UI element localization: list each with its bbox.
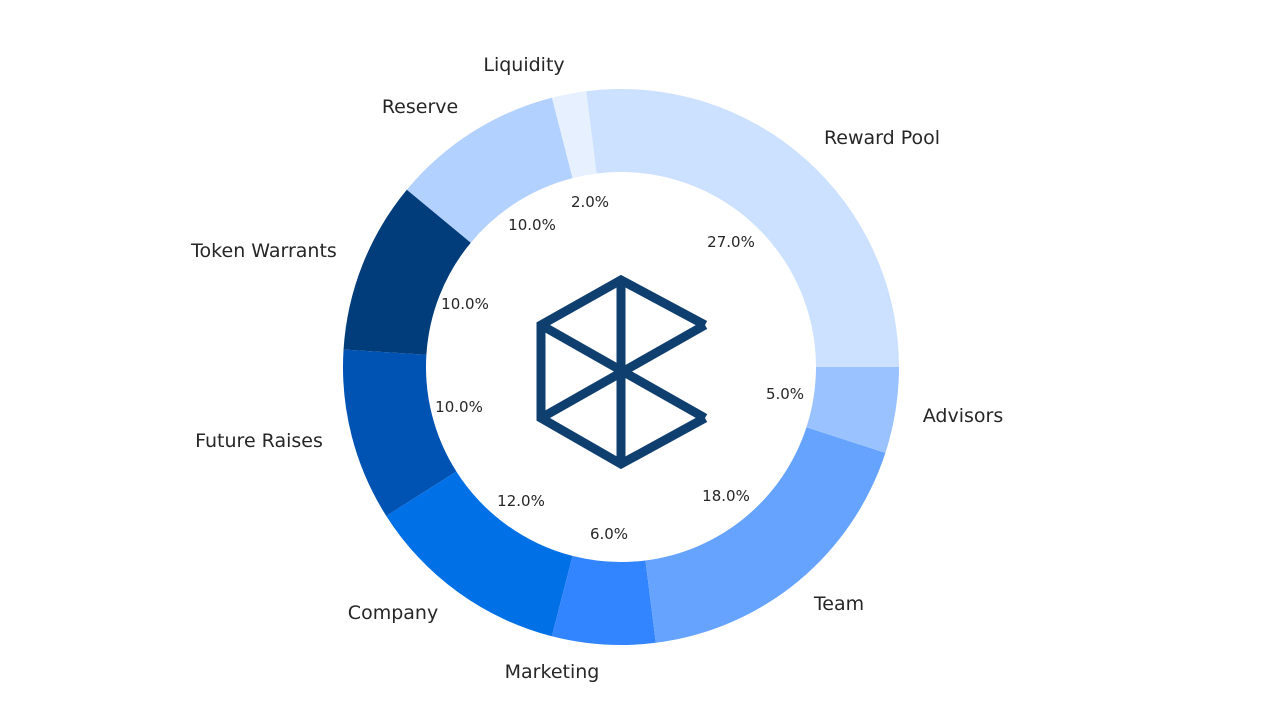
slice-reserve	[406, 97, 573, 243]
slice-future-raises	[343, 349, 457, 516]
label-token-warrants: Token Warrants	[190, 240, 337, 262]
slice-token-warrants	[343, 189, 471, 355]
logo-diag-2	[538, 321, 708, 422]
slice-reward-pool	[586, 88, 899, 367]
donut-slices	[343, 88, 899, 645]
pct-team: 18.0%	[702, 487, 750, 505]
pct-advisors: 5.0%	[766, 385, 804, 403]
label-liquidity: Liquidity	[483, 54, 564, 76]
percentage-labels: 27.0% 2.0% 10.0% 10.0% 10.0% 12.0% 6.0% 18.0% 5.…	[435, 193, 804, 543]
pct-reward-pool: 27.0%	[707, 233, 755, 251]
label-team: Team	[813, 593, 864, 615]
center-logo-icon	[536, 274, 708, 470]
pct-token-warrants: 10.0%	[441, 295, 489, 313]
pct-future-raises: 10.0%	[435, 398, 483, 416]
label-reserve: Reserve	[382, 96, 458, 118]
pct-reserve: 10.0%	[508, 216, 556, 234]
pct-liquidity: 2.0%	[571, 193, 609, 211]
label-marketing: Marketing	[505, 661, 600, 683]
label-advisors: Advisors	[923, 405, 1003, 427]
slice-advisors	[806, 367, 899, 453]
label-reward-pool: Reward Pool	[824, 127, 940, 149]
label-company: Company	[348, 602, 438, 624]
pct-company: 12.0%	[497, 492, 545, 510]
pct-marketing: 6.0%	[590, 525, 628, 543]
slice-liquidity	[551, 91, 597, 179]
slice-marketing	[551, 555, 656, 645]
category-labels: Reward Pool Liquidity Reserve Token Warrant…	[190, 54, 1003, 683]
label-future-raises: Future Raises	[195, 430, 323, 452]
slice-company	[386, 471, 573, 637]
slice-team	[645, 427, 886, 643]
logo-outline	[536, 274, 708, 470]
